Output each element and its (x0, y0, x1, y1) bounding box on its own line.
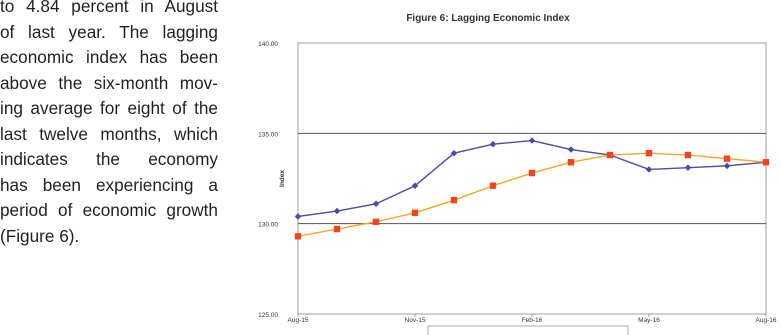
data-point (723, 155, 731, 162)
paragraph-line: period of economic growth (0, 200, 218, 220)
plot-frame (297, 42, 767, 315)
data-point (645, 150, 653, 157)
x-tick-label: Feb-16 (522, 317, 543, 324)
data-point (684, 151, 692, 159)
x-tick-label: May-16 (638, 317, 660, 324)
paragraph-line: of last year. The lagging (0, 21, 218, 42)
y-tick-label: 130.00 (258, 222, 278, 229)
data-point (528, 169, 536, 177)
y-tick-label: 125.00 (258, 312, 278, 319)
paragraph-line: (Figure 6). (0, 225, 80, 246)
series-line (297, 139, 767, 218)
data-point (333, 225, 341, 233)
data-point (723, 162, 731, 170)
x-tick-label: Aug-16 (756, 317, 777, 324)
data-point (489, 140, 497, 148)
paragraph-line: economic index has been (0, 47, 218, 67)
article-paragraph: to 4.84 percent in August of last year. … (0, 0, 218, 249)
data-point (333, 207, 341, 215)
x-tick-label: Nov-15 (405, 317, 426, 324)
data-point (372, 218, 380, 226)
paragraph-line: above the six-month mov- (0, 72, 218, 93)
y-tick-label: 135.00 (258, 131, 278, 138)
x-tick-label: Aug-15 (288, 317, 309, 324)
data-point (411, 209, 419, 217)
data-point (294, 213, 302, 220)
paragraph-line: ing average for eight of the (0, 98, 218, 118)
paragraph-line: has been experiencing a (0, 174, 218, 195)
data-point (606, 151, 614, 159)
data-point (372, 200, 380, 208)
plot-area: 125.00 130.00 135.00 140.00 Index Aug-15 Nov-1… (258, 41, 777, 324)
data-point (567, 146, 575, 153)
chart-title: Figure 6: Lagging Economic Index (406, 13, 570, 24)
data-point (489, 182, 497, 189)
legend-box (427, 325, 629, 335)
data-point (762, 159, 770, 166)
data-point (528, 137, 536, 144)
data-point (567, 159, 575, 166)
data-point (645, 166, 653, 173)
data-point (684, 164, 692, 172)
data-point (294, 233, 302, 240)
data-point (450, 149, 458, 157)
lagging-index-chart: Figure 6: Lagging Economic Index 125.001… (258, 13, 777, 335)
data-point (411, 182, 419, 190)
paragraph-line: last twelve months, which (0, 123, 218, 144)
paragraph-line: to 4.84 percent in August (0, 0, 218, 16)
data-point (450, 196, 458, 204)
paragraph-line: indicates the economy (0, 149, 218, 169)
y-axis-label: Index (279, 170, 286, 187)
y-tick-label: 140.00 (258, 41, 278, 48)
